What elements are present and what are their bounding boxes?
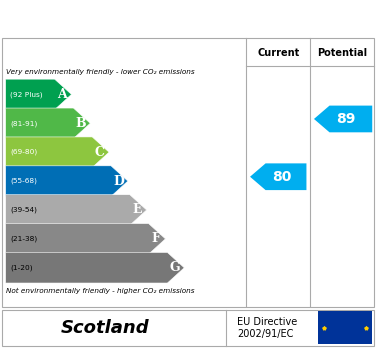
Polygon shape [6, 166, 128, 196]
Text: (39-54): (39-54) [10, 207, 37, 213]
Polygon shape [314, 105, 372, 132]
Polygon shape [250, 163, 306, 190]
Bar [318, 311, 372, 344]
Text: Potential: Potential [317, 48, 367, 58]
Text: A: A [57, 88, 67, 101]
Text: EU Directive
2002/91/EC: EU Directive 2002/91/EC [237, 317, 297, 339]
Text: Current: Current [257, 48, 299, 58]
Text: Scotland: Scotland [61, 319, 150, 337]
Text: G: G [170, 261, 180, 274]
Text: 89: 89 [337, 112, 356, 126]
Polygon shape [6, 79, 71, 110]
Text: E: E [133, 204, 142, 216]
Polygon shape [6, 137, 109, 167]
Text: 80: 80 [272, 170, 291, 184]
Text: (92 Plus): (92 Plus) [10, 91, 43, 98]
Text: D: D [113, 175, 124, 188]
Text: Very environmentally friendly - lower CO₂ emissions: Very environmentally friendly - lower CO… [6, 69, 194, 75]
Text: Environmental Impact (CO₂) Rating: Environmental Impact (CO₂) Rating [38, 11, 338, 26]
Bar [2, 310, 374, 346]
Text: Not environmentally friendly - higher CO₂ emissions: Not environmentally friendly - higher CO… [6, 288, 194, 294]
Text: (55-68): (55-68) [10, 178, 37, 184]
Polygon shape [6, 108, 90, 139]
Text: (81-91): (81-91) [10, 120, 38, 127]
Text: C: C [95, 146, 105, 159]
Text: F: F [152, 232, 161, 245]
Text: (21-38): (21-38) [10, 236, 37, 242]
Text: B: B [76, 117, 86, 130]
Polygon shape [6, 195, 147, 225]
Text: (1-20): (1-20) [10, 264, 33, 271]
Polygon shape [6, 224, 165, 254]
Text: (69-80): (69-80) [10, 149, 37, 156]
Polygon shape [6, 253, 184, 283]
